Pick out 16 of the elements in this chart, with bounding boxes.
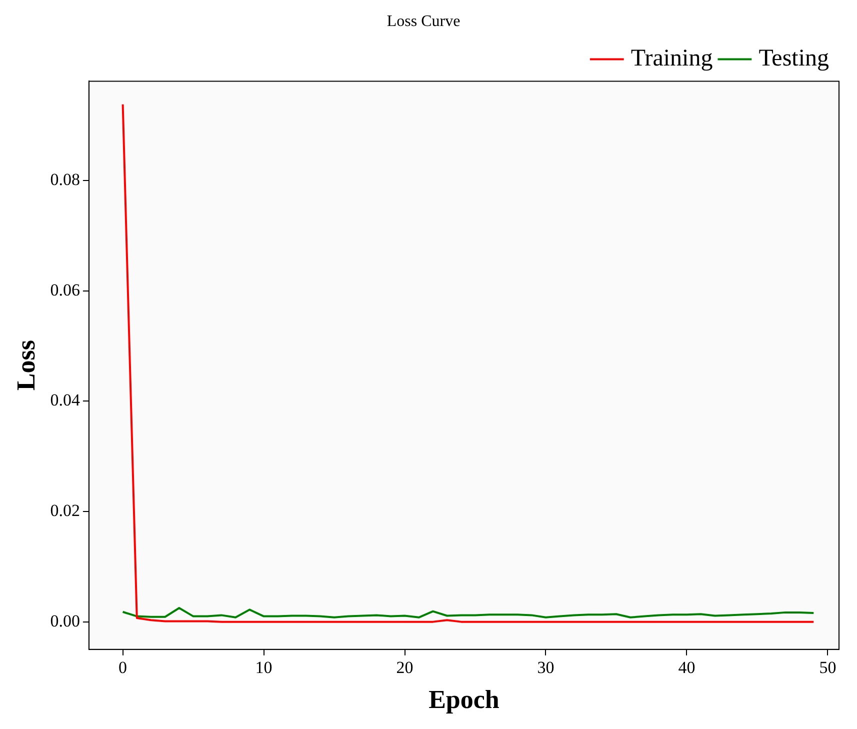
x-tick-label: 30 — [537, 658, 554, 678]
x-tick-label: 50 — [819, 658, 836, 678]
y-tick-label: 0.00 — [50, 611, 80, 630]
x-tick-label: 20 — [396, 658, 414, 678]
y-tick-label: 0.06 — [50, 280, 80, 300]
legend-label: Training — [630, 45, 713, 72]
y-tick-label: 0.04 — [50, 390, 80, 410]
x-tick-label: 0 — [118, 658, 128, 678]
y-tick-label: 0.08 — [50, 170, 80, 189]
y-axis-title: Loss — [11, 340, 40, 391]
y-tick-label: 0.02 — [50, 500, 80, 520]
legend-label: Testing — [758, 45, 829, 72]
x-tick-label: 10 — [255, 658, 272, 678]
x-axis-title: Epoch — [428, 685, 500, 714]
chart-title: Loss Curve — [386, 12, 460, 30]
x-tick-label: 40 — [678, 658, 696, 678]
